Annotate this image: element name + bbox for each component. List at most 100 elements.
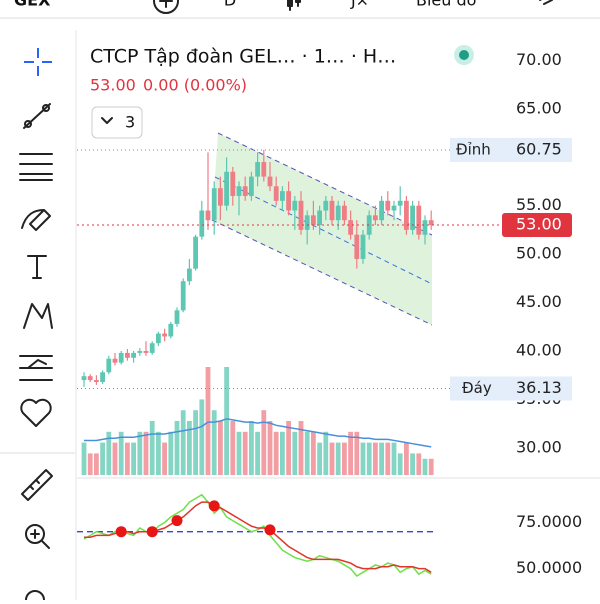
text-tool[interactable] bbox=[27, 255, 47, 279]
low-value: 36.13 bbox=[516, 378, 562, 397]
interval[interactable]: D bbox=[224, 0, 236, 10]
volume-bar bbox=[187, 421, 192, 475]
candle-body bbox=[125, 352, 130, 358]
candle-body bbox=[230, 171, 236, 196]
symbol[interactable]: GEX bbox=[14, 0, 51, 10]
magnet-tool[interactable] bbox=[25, 590, 45, 604]
chart-title: CTCP Tập đoàn GEL… · 1… · H… bbox=[90, 46, 396, 68]
volume-bar bbox=[280, 431, 285, 475]
candle-body bbox=[131, 352, 136, 358]
candle-body bbox=[87, 376, 93, 381]
pattern-tool[interactable] bbox=[23, 303, 53, 329]
candle-body bbox=[143, 350, 149, 353]
indicators[interactable]: J× bbox=[350, 0, 369, 10]
candle-body bbox=[156, 333, 161, 344]
volume-bar bbox=[224, 367, 229, 475]
volume-bar bbox=[143, 431, 149, 475]
signal-dot bbox=[115, 526, 127, 538]
candle-body bbox=[137, 350, 143, 353]
candle-body bbox=[416, 205, 422, 235]
y-tick-label: 55.00 bbox=[516, 195, 562, 214]
candle-body bbox=[366, 215, 372, 235]
y-tick-label: 50.00 bbox=[516, 244, 562, 263]
candle-body bbox=[205, 210, 211, 221]
candle-body bbox=[199, 210, 205, 237]
volume-bar bbox=[366, 442, 372, 475]
candle-body bbox=[236, 186, 242, 196]
candle-body bbox=[280, 191, 285, 201]
osc-slow-line bbox=[84, 501, 432, 573]
chart-menu[interactable]: Biểu đồ bbox=[416, 0, 476, 10]
trend-channel[interactable] bbox=[212, 133, 432, 325]
indicator-count: 3 bbox=[125, 113, 135, 132]
volume-ma-line bbox=[84, 418, 432, 448]
prediction-tool[interactable] bbox=[19, 355, 53, 381]
volume-bar bbox=[87, 453, 93, 475]
volume-bar bbox=[211, 410, 217, 475]
high-badge bbox=[450, 137, 572, 162]
left-toolbar bbox=[0, 30, 77, 604]
candle-body bbox=[379, 200, 384, 221]
candle-body bbox=[292, 200, 298, 211]
volume-bar bbox=[379, 442, 384, 475]
candle-body bbox=[373, 215, 378, 221]
candle-body bbox=[112, 358, 118, 363]
volume-bar bbox=[298, 421, 304, 475]
price: 53.00 bbox=[90, 76, 136, 95]
candle-body bbox=[242, 186, 248, 196]
low-badge bbox=[450, 376, 572, 401]
ruler-tool[interactable] bbox=[21, 469, 53, 501]
chart-type-icon[interactable] bbox=[287, 0, 301, 11]
candle-body bbox=[404, 200, 409, 230]
volume-bar bbox=[205, 367, 211, 475]
volume-bar bbox=[373, 442, 378, 475]
y-tick-label: 65.00 bbox=[516, 98, 562, 117]
osc-fast-line bbox=[83, 493, 432, 577]
trendline-tool[interactable] bbox=[23, 103, 51, 129]
volume-bar bbox=[397, 453, 403, 475]
brush-tool[interactable] bbox=[21, 209, 51, 231]
volume-bar bbox=[137, 431, 143, 475]
volume-bar bbox=[249, 421, 254, 475]
volume-bar bbox=[199, 399, 205, 475]
volume-bar bbox=[422, 458, 428, 475]
volume-bar bbox=[156, 431, 161, 475]
volume-bar bbox=[94, 453, 99, 475]
volume-bar bbox=[304, 431, 310, 475]
candle-body bbox=[385, 200, 391, 211]
add-button[interactable] bbox=[153, 0, 179, 14]
volume-bar bbox=[218, 421, 223, 475]
zoom-tool[interactable] bbox=[25, 524, 45, 544]
y-tick-label: 45.00 bbox=[516, 292, 562, 311]
volume-bar bbox=[335, 442, 341, 475]
crosshair-tool[interactable] bbox=[24, 48, 52, 76]
y-tick-label: 70.00 bbox=[516, 50, 562, 69]
candle-body bbox=[391, 205, 397, 211]
volume-bar bbox=[230, 421, 236, 475]
candle-body bbox=[118, 352, 124, 363]
candle-body bbox=[168, 323, 174, 337]
candle-body bbox=[354, 234, 360, 259]
volume-bar bbox=[174, 421, 180, 475]
fib-tool[interactable] bbox=[19, 153, 53, 181]
indicator-toggle[interactable] bbox=[91, 106, 143, 139]
last-price-badge bbox=[502, 213, 572, 238]
volume-bar bbox=[112, 442, 118, 475]
candle-body bbox=[348, 220, 353, 235]
top-bar: GEX D J× Biểu đồ bbox=[0, 0, 600, 19]
signal-dot bbox=[264, 524, 276, 536]
volume-bar bbox=[273, 431, 279, 475]
high-label: Đỉnh bbox=[456, 140, 491, 158]
candle-body bbox=[224, 171, 229, 206]
candle-body bbox=[273, 186, 279, 201]
favorites-tool[interactable] bbox=[20, 398, 52, 427]
volume-bar bbox=[385, 442, 391, 475]
chart bbox=[81, 132, 434, 475]
osc-tick-label: 75.0000 bbox=[516, 512, 582, 531]
signal-dot bbox=[208, 500, 220, 512]
candle-body bbox=[149, 343, 155, 353]
volume-bar bbox=[131, 442, 136, 475]
candle-body bbox=[261, 162, 267, 177]
volume-bar bbox=[404, 442, 409, 475]
